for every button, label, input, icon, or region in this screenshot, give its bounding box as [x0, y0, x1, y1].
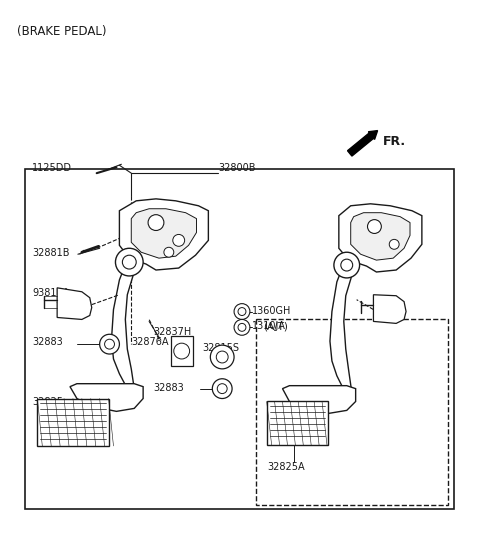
Bar — [171, 336, 192, 366]
Text: 32881B: 32881B — [33, 248, 70, 258]
Text: 32876A: 32876A — [131, 337, 169, 347]
Circle shape — [164, 248, 174, 257]
Text: 32883: 32883 — [153, 382, 184, 393]
Text: 1360GH: 1360GH — [252, 306, 291, 316]
Circle shape — [238, 307, 246, 316]
Circle shape — [217, 384, 227, 393]
Polygon shape — [330, 264, 357, 392]
Circle shape — [234, 319, 250, 335]
Text: 32800B: 32800B — [218, 163, 256, 174]
Text: 1310JA: 1310JA — [252, 322, 286, 331]
Text: FR.: FR. — [384, 134, 407, 147]
Text: 32815S: 32815S — [203, 343, 240, 353]
FancyArrow shape — [348, 131, 378, 156]
Text: 32825: 32825 — [33, 397, 63, 406]
Bar — [267, 401, 328, 445]
Bar — [37, 399, 108, 446]
Polygon shape — [131, 209, 196, 258]
Bar — [24, 169, 455, 509]
Text: 32825A: 32825A — [268, 462, 305, 472]
Text: (BRAKE PEDAL): (BRAKE PEDAL) — [17, 25, 106, 38]
Text: 1125DD: 1125DD — [33, 163, 72, 174]
Polygon shape — [111, 262, 139, 388]
Circle shape — [116, 248, 143, 276]
Polygon shape — [57, 288, 92, 319]
Polygon shape — [339, 204, 422, 272]
Polygon shape — [120, 199, 208, 270]
Polygon shape — [373, 295, 406, 323]
Bar — [256, 319, 447, 505]
Circle shape — [234, 304, 250, 319]
Text: 32837H: 32837H — [153, 327, 191, 337]
Circle shape — [389, 239, 399, 249]
Text: (A/T): (A/T) — [263, 322, 288, 331]
Circle shape — [100, 334, 120, 354]
Circle shape — [212, 379, 232, 399]
Polygon shape — [70, 384, 143, 411]
Circle shape — [238, 323, 246, 331]
Circle shape — [174, 343, 190, 359]
Circle shape — [210, 345, 234, 369]
Circle shape — [368, 220, 381, 233]
Text: 93810A: 93810A — [33, 288, 70, 298]
Polygon shape — [283, 386, 356, 413]
Circle shape — [341, 259, 353, 271]
Polygon shape — [351, 213, 410, 260]
Circle shape — [105, 339, 114, 349]
Circle shape — [148, 215, 164, 231]
Circle shape — [122, 255, 136, 269]
Text: 32883: 32883 — [33, 337, 63, 347]
Circle shape — [334, 252, 360, 278]
Circle shape — [216, 351, 228, 363]
Circle shape — [173, 234, 185, 246]
